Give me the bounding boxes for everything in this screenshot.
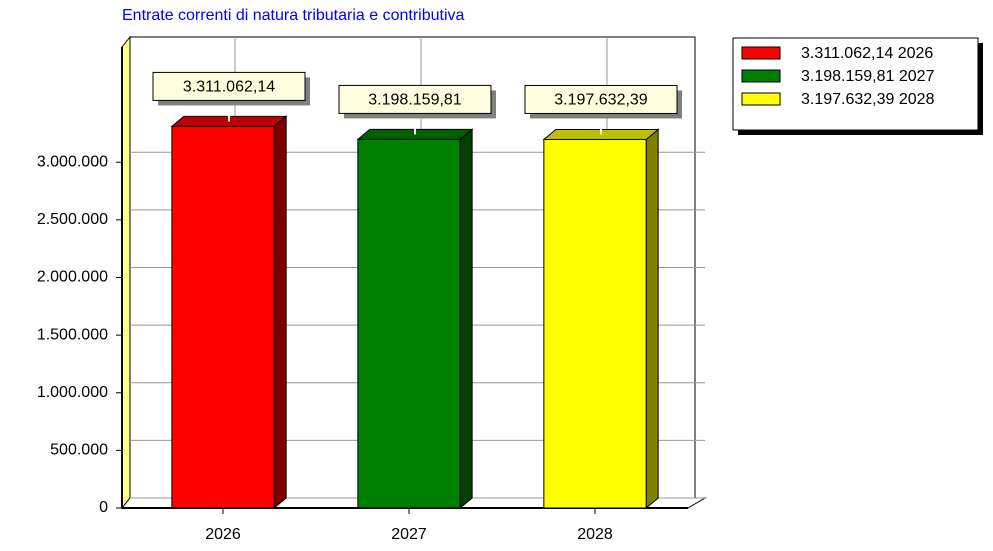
- legend-category: 2027: [899, 68, 935, 85]
- bar-side: [645, 128, 659, 510]
- label-box: [338, 84, 492, 114]
- legend-category: 2026: [898, 45, 934, 62]
- y-tick-label: 1.000.000: [37, 384, 108, 401]
- bar-front: [543, 138, 647, 509]
- legend-swatch: [741, 69, 781, 83]
- legend-swatch: [741, 46, 781, 60]
- value-label: 3.198.159,81: [368, 92, 462, 109]
- bar-side: [459, 128, 473, 510]
- value-label: 3.311.062,14: [183, 79, 275, 96]
- y-tick-label: 0: [99, 499, 108, 516]
- legend-entry: 3.198.159,81 2027: [801, 68, 935, 85]
- legend-value: 3.197.632,39: [801, 91, 895, 108]
- left-wall: [121, 35, 131, 510]
- legend-category: 2028: [899, 91, 935, 108]
- legend-swatch: [741, 92, 781, 106]
- x-tick-label: 2028: [577, 526, 613, 543]
- bar: [356, 128, 474, 510]
- x-tick-label: 2027: [391, 526, 427, 543]
- bar-front: [357, 138, 461, 509]
- legend-value: 3.311.062,14: [801, 45, 893, 62]
- bar: [170, 115, 288, 510]
- bar-front: [171, 125, 275, 509]
- bar: [542, 128, 660, 510]
- bar-side: [273, 115, 287, 510]
- y-tick-label: 2.000.000: [37, 269, 108, 286]
- y-tick-label: 1.500.000: [37, 326, 108, 343]
- legend-entry: 3.311.062,14 2026: [801, 45, 933, 62]
- x-tick-label: 2026: [205, 526, 241, 543]
- label-box: [524, 84, 678, 114]
- label-box: [152, 71, 306, 101]
- legend-entry: 3.197.632,39 2028: [801, 91, 935, 108]
- chart-title: Entrate correnti di natura tributaria e …: [122, 7, 465, 24]
- y-tick-label: 2.500.000: [37, 211, 108, 228]
- value-label: 3.197.632,39: [554, 92, 648, 109]
- y-tick-label: 3.000.000: [37, 153, 108, 170]
- y-tick-label: 500.000: [50, 442, 108, 459]
- legend-value: 3.198.159,81: [801, 68, 895, 85]
